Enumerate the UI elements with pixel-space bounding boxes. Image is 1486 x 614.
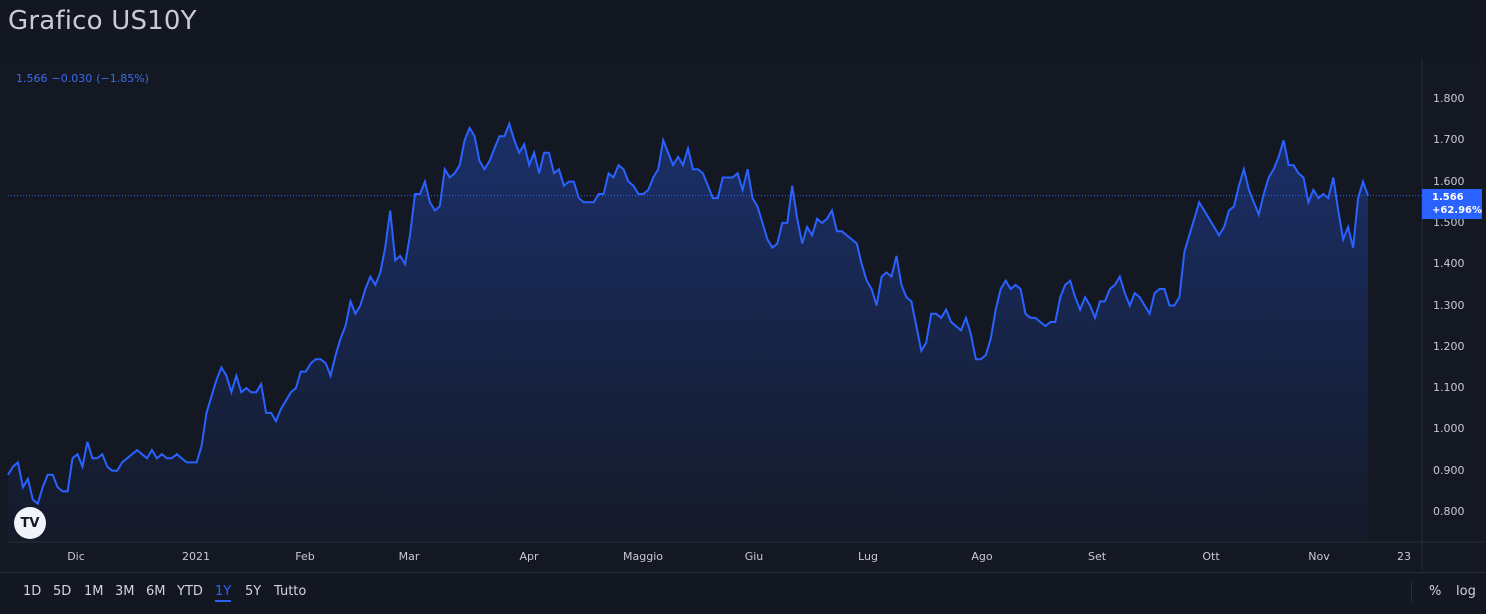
time-tick-label: Feb bbox=[295, 550, 315, 563]
timeframe-button-ytd[interactable]: YTD bbox=[177, 584, 203, 599]
last-price-value: 1.566 bbox=[1432, 192, 1464, 203]
price-tick-label: 1.000 bbox=[1433, 422, 1465, 436]
price-tick-label: 0.900 bbox=[1433, 463, 1465, 477]
price-legend: 1.566 −0.030 (−1.85%) bbox=[16, 72, 153, 85]
time-tick-label: Dic bbox=[67, 550, 85, 563]
log-scale-button[interactable]: log bbox=[1456, 584, 1476, 599]
timeframe-button-3m[interactable]: 3M bbox=[115, 584, 135, 599]
time-tick-label: Maggio bbox=[623, 550, 663, 563]
timeframe-button-1d[interactable]: 1D bbox=[23, 584, 42, 599]
timeframe-button-5d[interactable]: 5D bbox=[53, 584, 72, 599]
price-area bbox=[8, 123, 1368, 543]
legend-change: −0.030 bbox=[51, 72, 93, 85]
time-tick-label: 23 bbox=[1397, 550, 1411, 563]
price-tick-label: 1.700 bbox=[1433, 133, 1465, 147]
price-tick-label: 1.100 bbox=[1433, 381, 1465, 395]
price-tick-label: 1.600 bbox=[1433, 174, 1465, 188]
time-tick-label: Ago bbox=[971, 550, 993, 563]
last-price-tag: 1.566 +62.96% bbox=[1422, 189, 1482, 219]
price-tick-label: 1.200 bbox=[1433, 339, 1465, 353]
toolbar-separator bbox=[1411, 581, 1412, 603]
price-tick-label: 1.300 bbox=[1433, 298, 1465, 312]
price-tick-label: 0.800 bbox=[1433, 505, 1465, 518]
timeframe-toolbar: 1D 5D 1M 3M 6M YTD 1Y 5Y Tutto % log bbox=[0, 572, 1486, 614]
timeframe-button-6m[interactable]: 6M bbox=[146, 584, 166, 599]
time-tick-label: Lug bbox=[858, 550, 878, 563]
legend-price: 1.566 bbox=[16, 72, 48, 85]
price-line bbox=[7, 120, 1369, 506]
timeframe-button-5y[interactable]: 5Y bbox=[245, 584, 262, 599]
time-tick-label: Mar bbox=[398, 550, 420, 563]
timeframe-button-1y[interactable]: 1Y bbox=[215, 584, 232, 602]
timeframe-button-tutto[interactable]: Tutto bbox=[274, 584, 307, 599]
price-tick-label: 1.400 bbox=[1433, 257, 1465, 271]
timeframe-button-1m[interactable]: 1M bbox=[84, 584, 104, 599]
chart-title: Grafico US10Y bbox=[8, 6, 197, 36]
time-tick-label: Apr bbox=[519, 550, 539, 563]
time-tick-label: 2021 bbox=[182, 550, 210, 563]
price-tick-label: 1.500 bbox=[1433, 215, 1465, 229]
last-price-change: +62.96% bbox=[1432, 205, 1483, 216]
time-tick-label: Giu bbox=[744, 550, 764, 563]
price-tick-label: 1.800 bbox=[1433, 92, 1465, 105]
tradingview-logo-icon[interactable]: TV bbox=[14, 507, 46, 539]
time-tick-label: Ott bbox=[1202, 550, 1220, 563]
time-tick-label: Set bbox=[1087, 550, 1107, 563]
time-tick-label: Nov bbox=[1308, 550, 1330, 563]
legend-change-pct: (−1.85%) bbox=[96, 72, 149, 85]
percent-scale-button[interactable]: % bbox=[1429, 584, 1442, 599]
